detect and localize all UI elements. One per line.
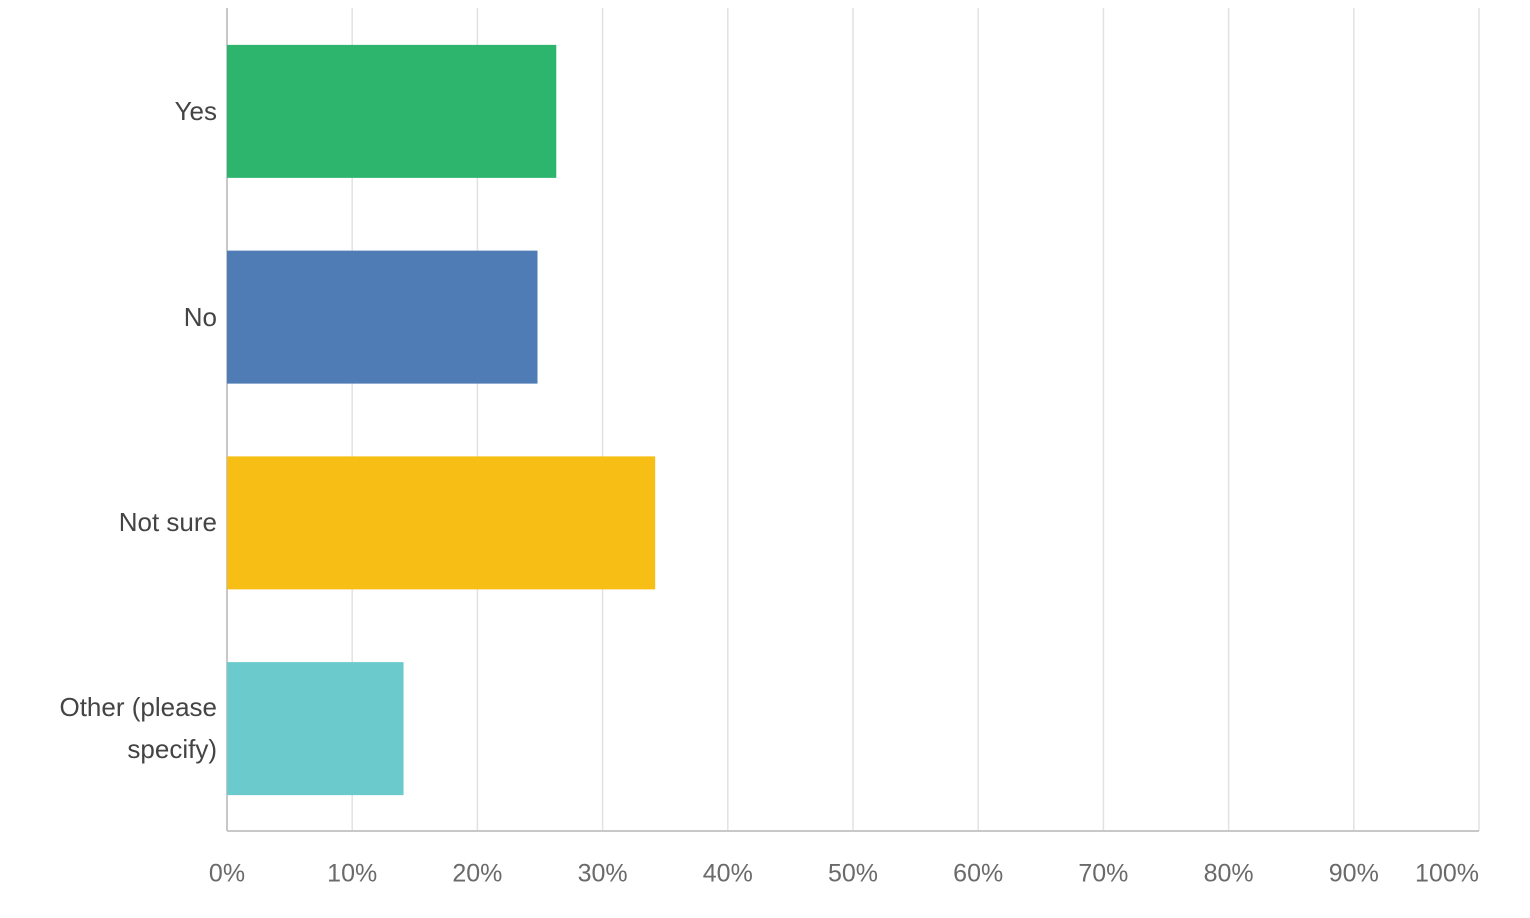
x-tick-label: 30%: [578, 860, 628, 888]
x-tick-label: 10%: [327, 860, 377, 888]
x-tick-label: 100%: [1415, 860, 1479, 888]
x-tick-label: 20%: [452, 860, 502, 888]
y-tick-label: Not sure: [118, 507, 217, 538]
y-tick-label: Other (please specify): [59, 692, 217, 765]
y-tick-label: No: [183, 301, 217, 332]
x-tick-label: 50%: [828, 860, 878, 888]
x-tick-label: 40%: [703, 860, 753, 888]
x-tick-label: 60%: [953, 860, 1003, 888]
bar: [227, 662, 404, 796]
bar: [227, 456, 656, 590]
y-tick-label: Yes: [174, 95, 217, 126]
x-tick-label: 0%: [209, 860, 245, 888]
x-tick-label: 90%: [1329, 860, 1379, 888]
bar: [227, 44, 557, 178]
x-tick-label: 70%: [1078, 860, 1128, 888]
x-tick-label: 80%: [1204, 860, 1254, 888]
bar: [227, 250, 538, 384]
